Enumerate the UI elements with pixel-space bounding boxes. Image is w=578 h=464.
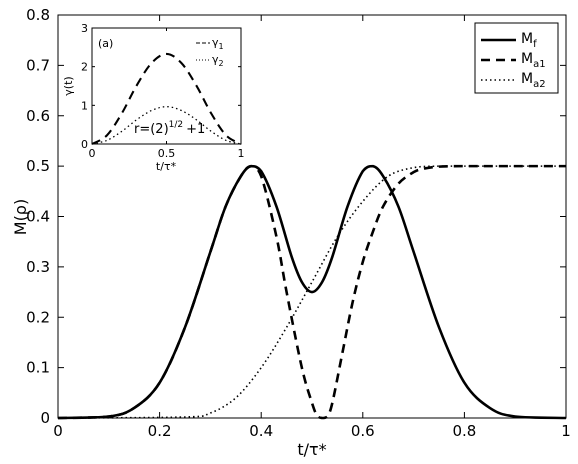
main-y-axis-title: M(ρ) — [11, 199, 30, 235]
inset-x-axis-title: t/τ* — [156, 160, 177, 173]
y-tick-label: 2 — [81, 61, 88, 74]
y-tick-label: 0.6 — [26, 107, 50, 125]
inset-title: (a) — [98, 37, 113, 50]
series-line-gamma-2 — [91, 106, 242, 145]
series-line-gamma-1 — [91, 52, 242, 145]
inset-legend-label: γ2 — [212, 53, 224, 68]
legend-label: Ma1 — [521, 51, 546, 70]
x-tick-label: 0.6 — [351, 422, 375, 440]
inset-lines — [91, 52, 242, 145]
inset-y-axis-title: γ(t) — [62, 76, 75, 95]
main-ticks: 0 0.2 0.4 0.6 0.8 1 0 0.1 0.2 0.3 0.4 0.5 0.6 0.7 0.8 — [26, 6, 571, 440]
y-tick-label: 0.3 — [26, 258, 50, 276]
main-x-axis-title: t/τ* — [297, 440, 326, 459]
legend-label: Ma2 — [521, 71, 546, 90]
x-tick-label: 0.5 — [158, 147, 176, 160]
inset-annotation: r=(2)1/2 +1 — [134, 120, 205, 137]
x-tick-label: 1 — [238, 147, 245, 160]
series-line-m-a2 — [57, 165, 566, 419]
inset-plot-frame — [91, 27, 242, 145]
y-tick-label: 0.4 — [26, 208, 50, 226]
x-tick-label: 1 — [561, 422, 571, 440]
y-tick-label: 0 — [81, 138, 88, 151]
series-line-m-a1 — [57, 164, 566, 420]
y-tick-label: 0.8 — [26, 6, 50, 24]
y-tick-label: 1 — [81, 99, 88, 112]
y-tick-label: 0 — [40, 409, 50, 427]
inset-legend-label: γ1 — [212, 36, 224, 51]
x-tick-label: 0.8 — [452, 422, 476, 440]
x-tick-label: 0 — [89, 147, 96, 160]
y-tick-label: 3 — [81, 22, 88, 35]
y-tick-label: 0.5 — [26, 157, 50, 175]
y-tick-label: 0.2 — [26, 308, 50, 326]
y-tick-label: 0.7 — [26, 56, 50, 74]
y-tick-label: 0.1 — [26, 359, 50, 377]
x-tick-label: 0 — [53, 422, 63, 440]
x-tick-label: 0.4 — [249, 422, 273, 440]
legend-label: Mf — [521, 31, 537, 50]
main-legend-box — [474, 22, 559, 94]
x-tick-label: 0.2 — [148, 422, 172, 440]
main-lines — [57, 164, 567, 420]
